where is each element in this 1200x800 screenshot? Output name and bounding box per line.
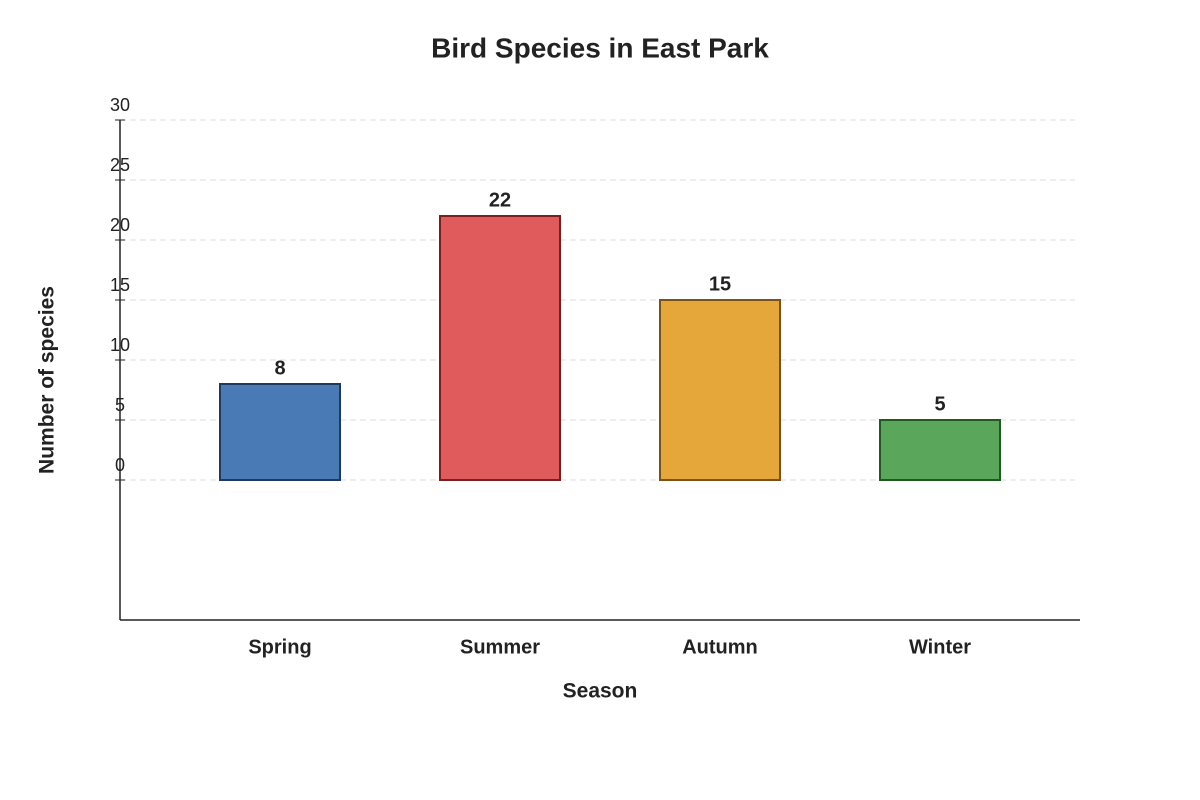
y-axis-label: Number of species — [36, 286, 59, 474]
y-tick-label: 20 — [110, 215, 130, 235]
value-label: 8 — [274, 357, 285, 379]
x-axis-label: Season — [563, 680, 638, 703]
bar — [219, 383, 341, 481]
value-label: 15 — [709, 273, 731, 295]
chart-title: Bird Species in East Park — [431, 32, 769, 63]
bar — [439, 215, 561, 481]
x-tick-label: Spring — [248, 636, 311, 658]
x-tick-label: Summer — [460, 636, 540, 658]
x-tick-label: Winter — [909, 636, 971, 658]
value-label: 22 — [489, 189, 511, 211]
x-tick-label: Autumn — [682, 636, 758, 658]
y-tick-label: 15 — [110, 275, 130, 295]
y-tick-label: 5 — [115, 395, 125, 415]
y-tick-label: 10 — [110, 335, 130, 355]
y-tick-label: 30 — [110, 95, 130, 115]
bar — [879, 419, 1001, 481]
y-tick-label: 25 — [110, 155, 130, 175]
value-label: 5 — [934, 393, 945, 415]
bar — [659, 299, 781, 481]
y-tick-label: 0 — [115, 455, 125, 475]
